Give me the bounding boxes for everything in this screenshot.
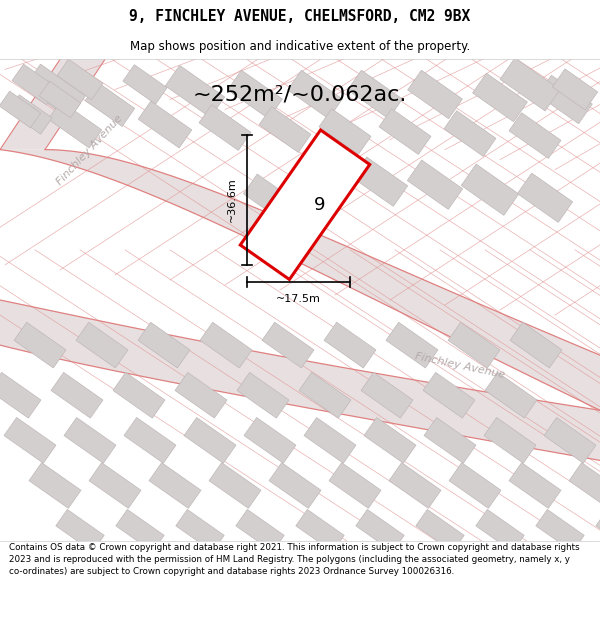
Text: 9: 9 [314, 196, 326, 214]
Polygon shape [199, 105, 251, 151]
Text: ~36.6m: ~36.6m [227, 177, 237, 222]
Polygon shape [209, 462, 261, 508]
Polygon shape [4, 418, 56, 463]
Polygon shape [423, 372, 475, 418]
Polygon shape [56, 509, 104, 552]
Polygon shape [166, 66, 224, 118]
Polygon shape [39, 81, 81, 118]
Polygon shape [48, 101, 102, 148]
Polygon shape [138, 101, 192, 148]
Polygon shape [386, 322, 438, 368]
Polygon shape [113, 372, 165, 418]
Polygon shape [449, 462, 501, 508]
Polygon shape [176, 509, 224, 552]
Polygon shape [175, 372, 227, 418]
Polygon shape [240, 130, 370, 279]
Polygon shape [0, 372, 41, 418]
Polygon shape [64, 418, 116, 463]
Polygon shape [509, 112, 561, 158]
Polygon shape [85, 82, 135, 126]
Polygon shape [361, 372, 413, 418]
Polygon shape [485, 372, 537, 418]
Polygon shape [407, 160, 463, 209]
Polygon shape [517, 173, 572, 222]
Polygon shape [389, 462, 441, 508]
Polygon shape [448, 322, 500, 368]
Polygon shape [138, 322, 190, 368]
Polygon shape [76, 322, 128, 368]
Polygon shape [304, 418, 356, 463]
Polygon shape [476, 509, 524, 552]
Polygon shape [324, 322, 376, 368]
Polygon shape [461, 164, 519, 216]
Polygon shape [57, 59, 103, 100]
Polygon shape [262, 322, 314, 368]
Polygon shape [364, 418, 416, 463]
Polygon shape [0, 300, 600, 461]
Text: ~17.5m: ~17.5m [276, 294, 321, 304]
Polygon shape [12, 64, 58, 105]
Polygon shape [25, 64, 86, 119]
Polygon shape [269, 462, 321, 508]
Polygon shape [298, 153, 353, 202]
Polygon shape [500, 58, 560, 111]
Polygon shape [553, 69, 598, 110]
Polygon shape [296, 509, 344, 552]
Polygon shape [407, 70, 463, 119]
Polygon shape [244, 418, 296, 463]
Text: Finchley Avenue: Finchley Avenue [55, 112, 125, 187]
Text: Contains OS data © Crown copyright and database right 2021. This information is : Contains OS data © Crown copyright and d… [9, 543, 580, 576]
Polygon shape [352, 157, 407, 206]
Polygon shape [29, 462, 81, 508]
Polygon shape [379, 109, 431, 154]
Polygon shape [8, 95, 52, 134]
Text: Map shows position and indicative extent of the property.: Map shows position and indicative extent… [130, 40, 470, 52]
Polygon shape [444, 111, 496, 156]
Polygon shape [319, 109, 371, 154]
Polygon shape [0, 149, 600, 410]
Polygon shape [0, 91, 41, 128]
Polygon shape [200, 322, 252, 368]
Polygon shape [536, 509, 584, 552]
Polygon shape [484, 418, 536, 463]
Text: ~252m²/~0.062ac.: ~252m²/~0.062ac. [193, 84, 407, 104]
Polygon shape [416, 509, 464, 552]
Polygon shape [259, 107, 311, 152]
Polygon shape [569, 462, 600, 508]
Polygon shape [89, 462, 141, 508]
Text: 9, FINCHLEY AVENUE, CHELMSFORD, CM2 9BX: 9, FINCHLEY AVENUE, CHELMSFORD, CM2 9BX [130, 9, 470, 24]
Text: Finchley Avenue: Finchley Avenue [414, 351, 506, 379]
Polygon shape [329, 462, 381, 508]
Polygon shape [299, 372, 351, 418]
Polygon shape [184, 418, 236, 463]
Polygon shape [473, 73, 527, 122]
Polygon shape [149, 462, 201, 508]
Polygon shape [544, 418, 596, 463]
Polygon shape [347, 70, 403, 119]
Polygon shape [244, 174, 296, 221]
Polygon shape [123, 65, 167, 104]
Polygon shape [116, 509, 164, 552]
Polygon shape [596, 509, 600, 552]
Polygon shape [538, 75, 592, 124]
Polygon shape [0, 59, 105, 149]
Polygon shape [14, 322, 66, 368]
Polygon shape [227, 70, 283, 119]
Polygon shape [424, 418, 476, 463]
Polygon shape [236, 509, 284, 552]
Polygon shape [51, 372, 103, 418]
Polygon shape [356, 509, 404, 552]
Polygon shape [287, 70, 343, 119]
Polygon shape [510, 322, 562, 368]
Polygon shape [509, 462, 561, 508]
Polygon shape [124, 418, 176, 463]
Polygon shape [237, 372, 289, 418]
